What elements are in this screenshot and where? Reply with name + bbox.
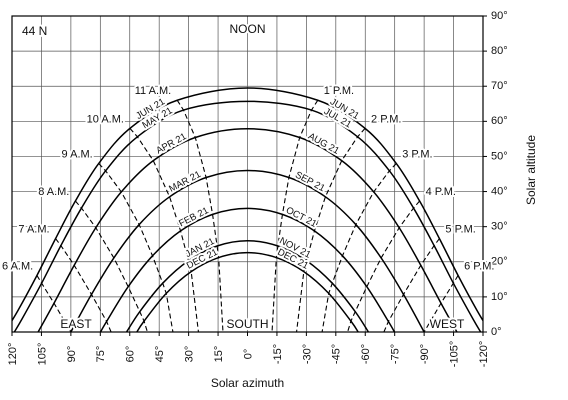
y-tick-label: 40°: [491, 185, 508, 197]
y-tick-label: 50°: [491, 150, 508, 162]
hour-line: [347, 200, 421, 332]
hour-line: [423, 275, 459, 332]
hour-line: [321, 163, 397, 332]
x-tick-label: 75°: [95, 346, 107, 363]
x-tick-label: -60°: [360, 344, 372, 364]
hour-line: [98, 163, 174, 332]
x-tick-label: -120°: [478, 341, 490, 367]
x-tick-label: 0°: [242, 349, 254, 360]
latitude-label: 44 N: [22, 24, 47, 38]
hour-label: 9 A.M.: [62, 148, 93, 160]
hour-label: 11 A.M.: [135, 85, 171, 97]
x-tick-label: 45°: [154, 346, 166, 363]
noon-label: NOON: [230, 22, 266, 36]
x-tick-label: -75°: [390, 344, 402, 364]
hour-line: [383, 238, 440, 332]
east-label: EAST: [60, 317, 92, 331]
y-tick-label: 10°: [491, 291, 508, 303]
date-curve: [136, 251, 359, 332]
hour-label: 4 P.M.: [426, 186, 456, 198]
date-curve: [125, 239, 370, 332]
hour-label: 2 P.M.: [371, 113, 401, 125]
x-tick-label: 105°: [36, 343, 48, 366]
y-tick-label: 60°: [491, 115, 508, 127]
hour-label: 6 P.M.: [464, 260, 494, 272]
date-label: FEB 21: [177, 205, 210, 229]
hour-line: [296, 127, 366, 332]
hour-line: [176, 99, 224, 332]
x-tick-label: 30°: [184, 346, 196, 363]
hour-label: 8 A.M.: [38, 186, 69, 198]
date-curve: [13, 100, 482, 332]
x-tick-label: -105°: [448, 341, 460, 367]
x-tick-label: 90°: [66, 346, 78, 363]
x-tick-label: -30°: [301, 344, 313, 364]
hour-line: [36, 275, 72, 332]
date-label: MAR 21: [167, 169, 202, 195]
x-tick-label: 15°: [213, 346, 225, 363]
hour-line: [55, 238, 112, 332]
hour-line: [74, 200, 148, 332]
date-curve: [12, 87, 483, 323]
y-tick-label: 90°: [491, 10, 508, 22]
curves: [12, 87, 483, 332]
y-tick-label: 30°: [491, 221, 508, 233]
x-tick-label: 120°: [7, 343, 19, 366]
x-axis-label: Solar azimuth: [211, 376, 284, 390]
y-tick-label: 80°: [491, 45, 508, 57]
hour-label: 6 A.M.: [2, 260, 33, 272]
south-label: SOUTH: [227, 317, 269, 331]
y-tick-label: 70°: [491, 80, 508, 92]
grid: [11, 15, 487, 336]
x-tick-label: 60°: [125, 346, 137, 363]
hour-label: 10 A.M.: [87, 113, 124, 125]
labels: 120° 105° 90° 75° 60° 45° 30° 15° 0° -15° -30° -45°…: [0, 10, 508, 367]
x-tick-label: -45°: [331, 344, 343, 364]
date-curve: [37, 127, 458, 332]
plot-frame: [11, 15, 484, 333]
y-axis-label: Solar altitude: [524, 135, 538, 205]
west-label: WEST: [430, 317, 465, 331]
hour-label: 7 A.M.: [18, 224, 49, 236]
x-tick-label: -90°: [419, 344, 431, 364]
x-tick-label: -15°: [272, 344, 284, 364]
hour-label: 1 P.M.: [324, 85, 354, 97]
date-label: SEP 21: [293, 170, 326, 195]
hour-label: 3 P.M.: [402, 148, 432, 160]
hour-label: 5 P.M.: [445, 224, 475, 236]
hour-line: [271, 99, 319, 332]
y-tick-label: 0°: [491, 326, 502, 338]
hour-line: [129, 127, 199, 332]
y-tick-label: 20°: [491, 256, 508, 268]
